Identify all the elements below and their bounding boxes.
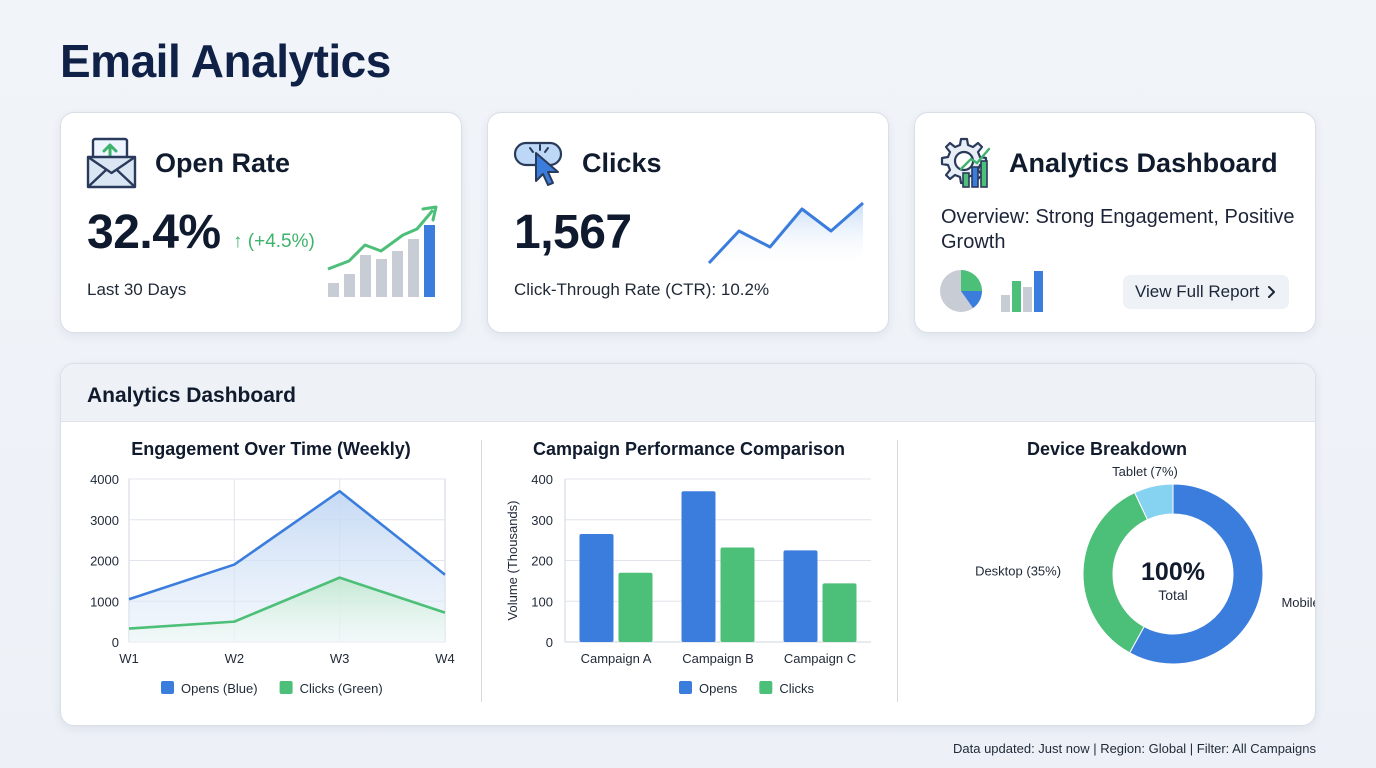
analytics-summary-card: Analytics Dashboard Overview: Strong Eng… <box>914 112 1316 333</box>
legend-swatch <box>161 681 174 694</box>
envelope-up-icon <box>86 137 137 189</box>
x-tick-label: W4 <box>435 651 455 666</box>
slice-label: Tablet (7%) <box>1112 464 1178 479</box>
y-tick-label: 0 <box>546 635 553 650</box>
x-tick-label: W3 <box>330 651 350 666</box>
chart-divider <box>897 440 898 702</box>
y-tick-label: 200 <box>531 554 553 569</box>
bar <box>783 550 818 642</box>
x-tick-label: Campaign C <box>784 651 856 666</box>
device-donut-chart: Mobile (58%) Desktop (35%) Tablet (7%) 100%… <box>975 464 1316 665</box>
donut-center-value: 100% <box>1141 558 1205 586</box>
mini-bar-icon <box>1001 271 1043 312</box>
legend-label: Clicks <box>779 681 814 696</box>
slice-label: Mobile (58%) <box>1281 595 1316 610</box>
y-tick-label: 1000 <box>90 594 119 609</box>
panel-title: Analytics Dashboard <box>87 384 296 407</box>
legend-swatch <box>759 681 773 694</box>
campaign-bar-chart: 0 100 200 300 400 Volume (Thousands) Campaign … <box>505 472 871 696</box>
trend-bar <box>344 274 355 297</box>
line-chart-title: Engagement Over Time (Weekly) <box>131 439 411 459</box>
pie-chart-title: Device Breakdown <box>1026 439 1188 459</box>
trend-line <box>327 209 435 271</box>
donut-slice <box>1128 483 1264 665</box>
y-tick-label: 3000 <box>90 513 119 528</box>
series-line <box>128 576 446 630</box>
slice-label: Desktop (35%) <box>975 563 1061 578</box>
gear-chart-icon <box>940 137 991 188</box>
clicks-title: Clicks <box>582 147 662 178</box>
legend-swatch <box>279 681 293 694</box>
donut-slice <box>1134 483 1174 521</box>
series-line <box>128 489 446 601</box>
y-tick-label: 0 <box>112 635 119 650</box>
x-tick-label: W1 <box>119 651 139 666</box>
y-tick-label: 100 <box>531 594 553 609</box>
view-full-report-button[interactable]: View Full Report <box>1123 275 1290 309</box>
open-rate-trend-graphic <box>327 205 438 297</box>
bar <box>720 547 755 642</box>
footer-status: Data updated: Just now | Region: Global … <box>953 741 1316 756</box>
y-tick-label: 400 <box>531 472 553 487</box>
legend-swatch <box>679 681 692 694</box>
chevron-right-icon <box>1268 286 1276 298</box>
legend-label: Opens (Blue) <box>181 681 258 696</box>
trend-bar <box>360 255 371 297</box>
analytics-card-title: Analytics Dashboard <box>1009 147 1278 178</box>
overview-text: Overview: Strong Engagement, Positive Gr… <box>941 206 1295 253</box>
donut-slice <box>1082 491 1149 654</box>
cursor-click-icon <box>513 141 563 186</box>
donut-center-label: Total <box>1158 587 1188 603</box>
y-tick-label: 4000 <box>90 472 119 487</box>
engagement-line-chart: 0 1000 2000 3000 4000 W1 W2 W3 W4 Opens (Blue) Cli… <box>90 472 455 696</box>
x-tick-label: Campaign A <box>581 651 652 666</box>
open-rate-change: ↑ (+4.5%) <box>233 231 315 252</box>
bar-chart-title: Campaign Performance Comparison <box>532 439 846 459</box>
legend-label: Clicks (Green) <box>300 681 383 696</box>
bar <box>822 583 857 642</box>
legend-label: Opens <box>699 681 738 696</box>
chart-divider <box>481 440 482 702</box>
analytics-panel: Analytics Dashboard Engagement Over Time… <box>60 363 1316 726</box>
clicks-sparkline <box>707 201 864 269</box>
trend-bar <box>392 251 403 297</box>
trend-bar <box>408 239 419 297</box>
clicks-ctr: Click-Through Rate (CTR): 10.2% <box>514 280 770 299</box>
y-tick-label: 2000 <box>90 554 119 569</box>
clicks-card: Clicks 1,567 Click-Through Rate (CTR): 1… <box>487 112 889 333</box>
trend-arrowhead <box>421 205 438 222</box>
mini-pie-icon <box>940 270 982 312</box>
y-axis-label: Volume (Thousands) <box>505 501 520 621</box>
clicks-value: 1,567 <box>514 206 632 259</box>
bar <box>618 572 653 642</box>
bar <box>579 534 614 642</box>
trend-bar <box>424 225 435 297</box>
sparkline-line <box>707 201 864 265</box>
page-title: Email Analytics <box>60 35 391 87</box>
trend-bar <box>376 259 387 297</box>
series-area <box>129 577 445 642</box>
open-rate-period: Last 30 Days <box>87 280 187 299</box>
open-rate-title: Open Rate <box>155 147 291 178</box>
x-tick-label: W2 <box>225 651 245 666</box>
open-rate-card: Open Rate 32.4% ↑ (+4.5%) Last 30 Days <box>60 112 462 333</box>
view-full-report-label: View Full Report <box>1135 282 1260 301</box>
sparkline-area <box>709 203 863 269</box>
panel-header: Analytics Dashboard <box>61 364 1315 422</box>
y-tick-label: 300 <box>531 513 553 528</box>
bar <box>681 491 716 642</box>
open-rate-value: 32.4% <box>87 206 221 259</box>
trend-bar <box>328 283 339 297</box>
x-tick-label: Campaign B <box>682 651 754 666</box>
